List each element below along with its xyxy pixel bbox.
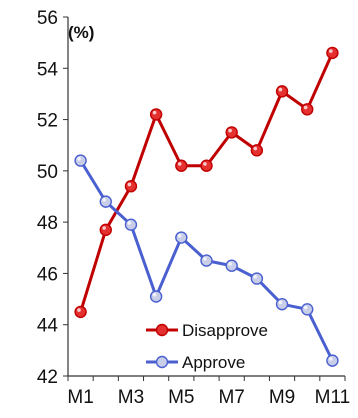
- data-point-highlight: [228, 128, 232, 133]
- data-point-approve: [326, 354, 339, 367]
- x-tick-label: M11: [315, 387, 351, 408]
- legend-item-approve: Approve: [146, 353, 245, 372]
- data-point-approve: [175, 231, 188, 244]
- y-tick-label: 44: [37, 316, 59, 337]
- data-point-highlight: [102, 198, 106, 202]
- y-tick-label: 42: [37, 367, 58, 388]
- series-disapprove: [74, 46, 339, 319]
- x-tick-label: M3: [118, 387, 144, 408]
- data-point-approve: [200, 254, 213, 267]
- data-point-approve: [225, 259, 238, 272]
- y-axis-ticks: 42 44 46 48 50 52 54 56: [37, 8, 68, 388]
- data-point-highlight: [329, 49, 333, 53]
- data-point-highlight: [177, 233, 182, 238]
- data-point-highlight: [253, 274, 258, 279]
- data-point-highlight: [329, 357, 333, 361]
- data-point-approve: [250, 272, 264, 285]
- legend: Disapprove Approve: [146, 321, 268, 372]
- data-point-highlight: [253, 146, 258, 151]
- data-point-disapprove: [275, 85, 289, 98]
- axes: [67, 17, 345, 377]
- data-point-disapprove: [225, 126, 238, 139]
- x-tick-label: M9: [269, 387, 295, 408]
- data-point-disapprove: [175, 159, 188, 172]
- data-point-highlight: [303, 305, 308, 310]
- y-tick-label: 48: [37, 213, 58, 234]
- data-point-disapprove: [200, 159, 213, 172]
- legend-marker-approve: [155, 355, 169, 369]
- data-point-approve: [124, 218, 138, 231]
- x-tick-label: M1: [67, 387, 93, 408]
- x-tick-label: M7: [218, 387, 244, 408]
- data-point-disapprove: [149, 108, 163, 121]
- data-point-highlight: [152, 292, 157, 297]
- data-point-disapprove: [124, 180, 138, 193]
- data-point-approve: [74, 154, 87, 167]
- data-point-disapprove: [301, 103, 314, 116]
- data-point-highlight: [303, 105, 308, 110]
- data-point-highlight: [102, 226, 106, 230]
- data-point-approve: [149, 290, 163, 303]
- data-point-disapprove: [99, 223, 112, 237]
- x-axis-ticks: M1 M3 M5 M7 M9 M11: [67, 376, 350, 408]
- y-tick-label: 52: [37, 111, 58, 132]
- series-approve: [74, 154, 339, 367]
- data-point-disapprove: [250, 144, 264, 157]
- data-point-highlight: [278, 300, 283, 305]
- data-point-highlight: [177, 162, 182, 166]
- data-point-highlight: [228, 262, 232, 266]
- data-point-highlight: [127, 182, 132, 187]
- data-point-approve: [99, 195, 112, 208]
- series-line-disapprove: [79, 52, 334, 313]
- data-point-disapprove: [326, 46, 339, 60]
- data-point-approve: [275, 298, 289, 311]
- data-point-highlight: [203, 257, 207, 261]
- legend-label-approve: Approve: [182, 353, 245, 372]
- data-point-highlight: [77, 157, 81, 161]
- y-tick-label: 46: [37, 264, 58, 285]
- data-point-highlight: [203, 162, 207, 166]
- y-unit-label: (%): [68, 23, 94, 42]
- data-point-highlight: [77, 308, 81, 312]
- legend-marker-disapprove: [155, 323, 169, 337]
- series-layer: [74, 46, 339, 367]
- data-point-highlight: [152, 110, 157, 115]
- y-tick-label: 54: [37, 59, 59, 80]
- y-tick-label: 56: [37, 8, 58, 29]
- legend-item-disapprove: Disapprove: [146, 321, 268, 340]
- data-point-highlight: [127, 221, 132, 225]
- legend-label-disapprove: Disapprove: [182, 321, 268, 340]
- data-point-highlight: [278, 87, 283, 92]
- y-tick-label: 50: [37, 162, 58, 183]
- data-point-disapprove: [74, 305, 87, 319]
- x-tick-label: M5: [168, 387, 194, 408]
- data-point-approve: [301, 303, 314, 316]
